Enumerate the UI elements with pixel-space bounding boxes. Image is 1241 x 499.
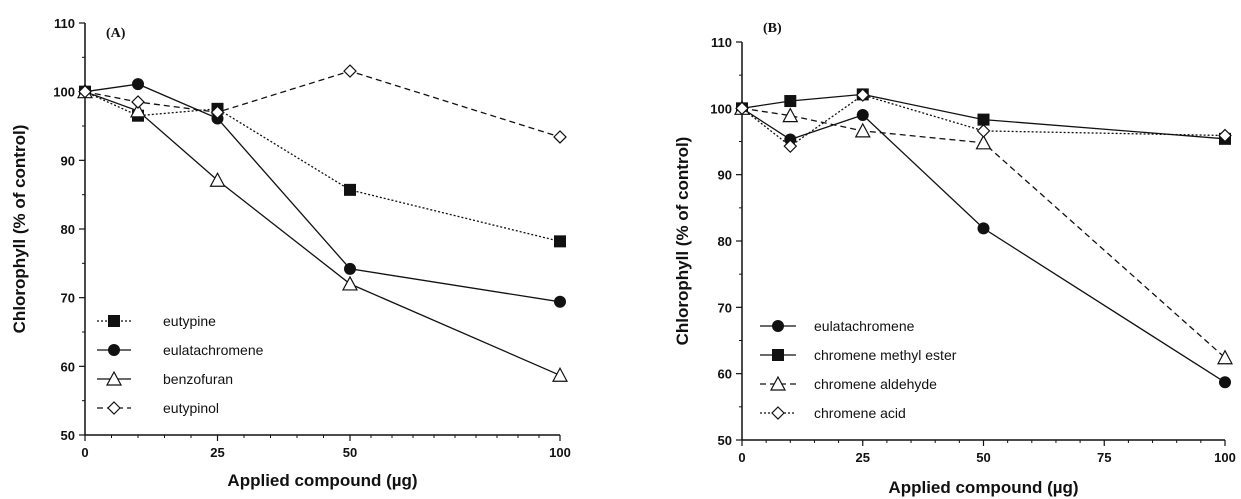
y-tick-label: 100 (53, 85, 75, 100)
data-point-chromene-methyl-ester (784, 95, 797, 108)
legend-marker-eulatachromene (772, 320, 784, 332)
y-tick-label: 90 (61, 153, 75, 168)
data-point-chromene-aldehyde (782, 107, 799, 123)
x-axis-title: Applied compound (µg) (227, 471, 417, 490)
data-point-chromene-aldehyde (1216, 349, 1234, 365)
series-line-eutypine (84, 91, 561, 243)
x-tick-label: 25 (210, 445, 224, 460)
data-point-chromene-acid (1218, 128, 1232, 143)
legend-label-chromene-methyl-ester: chromene methyl ester (814, 347, 957, 363)
y-tick-label: 60 (718, 367, 732, 382)
x-tick-label: 25 (856, 450, 870, 465)
chart-panel-a: 50 60 70 80 90 100 110 0 25 50 100 Applied compound… (10, 16, 571, 490)
legend-marker-benzofuran (105, 370, 123, 386)
data-point-eulatachromene (554, 295, 566, 308)
legend-marker-chromene-acid (771, 406, 785, 420)
legend-label-benzofuran: benzofuran (163, 371, 233, 387)
data-point-chromene-acid (976, 124, 991, 138)
data-point-benzofuran (551, 366, 569, 382)
data-point-eulatachromene (1219, 376, 1231, 389)
data-point-eutypinol (78, 84, 92, 99)
data-point-benzofuran (341, 275, 359, 291)
legend-marker-chromene-aldehyde (769, 375, 787, 391)
data-point-eutypinol (131, 95, 145, 109)
data-point-chromene-aldehyde (975, 134, 992, 150)
y-tick-label: 110 (711, 35, 732, 50)
chart-panel-b: 50 60 70 80 90 100 110 0 25 50 75 100 Applied compou… (673, 21, 1236, 497)
x-tick-label: 75 (1097, 450, 1111, 465)
x-tick-label: 50 (343, 445, 357, 460)
data-point-eutypinol (210, 105, 225, 120)
legend-marker-chromene-methyl-ester (772, 349, 784, 361)
legend-marker-eulatachromene (108, 344, 120, 356)
y-tick-label: 100 (710, 101, 732, 116)
data-point-benzofuran (209, 171, 226, 187)
panel-label: (B) (763, 21, 782, 36)
x-tick-label: 100 (1214, 450, 1236, 465)
legend: eutypine eulatachromene benzofuran eutypino… (97, 313, 264, 416)
series-chromene-acid (735, 88, 1232, 153)
y-tick-label: 50 (718, 433, 732, 448)
x-tick-label: 0 (738, 450, 745, 465)
data-point-chromene-acid (783, 139, 798, 153)
series-line-eulatachromene (84, 83, 561, 303)
legend-label-eutypine: eutypine (163, 313, 216, 329)
y-axis-title: Chlorophyll (% of control) (10, 125, 29, 334)
series-eutypinol (78, 64, 567, 144)
data-point-chromene-methyl-ester (977, 113, 990, 126)
x-tick-label: 0 (81, 445, 88, 460)
y-tick-label: 80 (61, 222, 75, 237)
series-line-benzofuran (84, 91, 561, 376)
y-tick-label: 50 (61, 428, 75, 443)
panel-label: (A) (106, 26, 126, 41)
x-tick-label: 100 (549, 445, 571, 460)
data-point-chromene-acid (735, 101, 749, 116)
data-point-eutypinol (343, 64, 357, 78)
y-axis-title: Chlorophyll (% of control) (673, 137, 692, 346)
series-eutypine (79, 85, 566, 248)
data-point-eutypine (344, 183, 356, 196)
legend-label-eulatachromene: eulatachromene (814, 318, 915, 334)
series-eulatachromene (79, 78, 566, 308)
series-benzofuran (76, 83, 569, 382)
data-point-eulatachromene (344, 262, 356, 275)
data-point-eulatachromene (977, 222, 990, 235)
data-point-eulatachromene (856, 108, 869, 121)
x-tick-label: 50 (976, 450, 990, 465)
y-tick-label: 90 (718, 168, 732, 183)
legend-marker-eutypine (108, 315, 120, 327)
data-point-chromene-aldehyde (854, 122, 871, 138)
legend-label-chromene-aldehyde: chromene aldehyde (814, 376, 937, 392)
legend-label-chromene-acid: chromene acid (814, 405, 906, 421)
legend-marker-eutypinol (107, 401, 121, 415)
data-point-eutypine (554, 235, 566, 248)
x-axis-title: Applied compound (µg) (888, 478, 1078, 497)
y-tick-label: 60 (61, 359, 75, 374)
legend-label-eulatachromene: eulatachromene (163, 342, 264, 358)
y-tick-label: 110 (54, 16, 75, 31)
y-tick-label: 70 (718, 300, 732, 315)
data-point-chromene-acid (855, 88, 870, 102)
legend: eulatachromene chromene methyl ester chrom… (760, 318, 957, 421)
y-tick-label: 80 (718, 234, 732, 249)
legend-label-eutypinol: eutypinol (163, 400, 219, 416)
data-point-eutypinol (553, 130, 567, 144)
y-tick-label: 70 (61, 291, 75, 306)
data-point-benzofuran (129, 102, 147, 118)
data-point-eulatachromene (132, 78, 144, 91)
